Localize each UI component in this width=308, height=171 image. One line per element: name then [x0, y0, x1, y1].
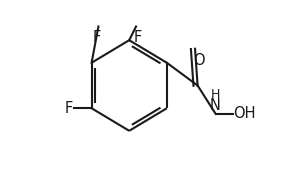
Text: H: H: [211, 88, 220, 101]
Text: OH: OH: [233, 106, 256, 121]
Text: F: F: [134, 30, 142, 45]
Text: O: O: [193, 53, 205, 68]
Text: F: F: [93, 30, 101, 45]
Text: F: F: [64, 101, 73, 116]
Text: N: N: [210, 98, 221, 113]
